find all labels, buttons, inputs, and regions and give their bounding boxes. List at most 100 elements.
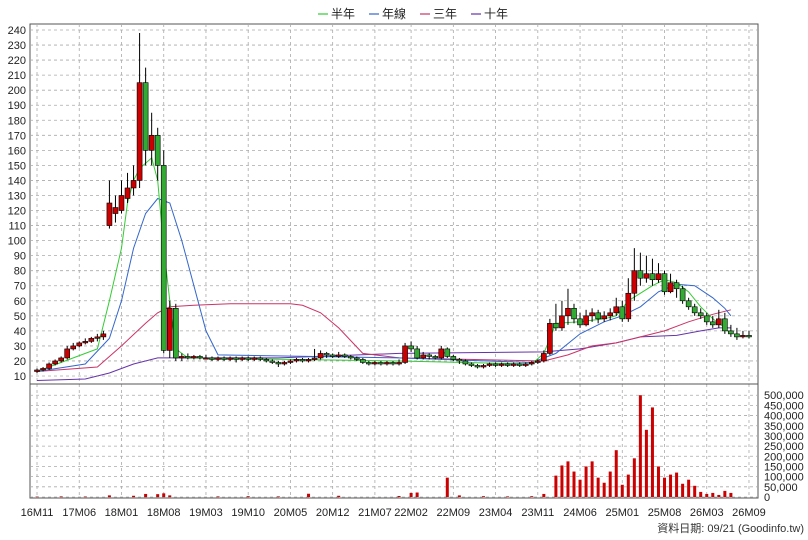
date-tick-label: 18M08 (147, 507, 181, 519)
candle-body (372, 362, 378, 365)
price-tick-label: 10 (14, 371, 26, 383)
price-tick-label: 80 (14, 266, 26, 278)
volume-bar (602, 482, 606, 497)
candle-body (378, 362, 384, 365)
volume-bar (457, 495, 461, 497)
price-tick-label: 130 (8, 190, 26, 202)
volume-bar (572, 471, 576, 497)
volume-tick-label: 500,000 (764, 390, 804, 402)
candle-body (396, 362, 402, 365)
date-tick-label: 16M11 (21, 507, 54, 519)
candle-body (703, 315, 710, 323)
volume-bar (168, 495, 172, 497)
volume-bar (542, 493, 546, 497)
candle-body (577, 318, 583, 326)
candle-body (462, 360, 469, 365)
volume-bar (506, 496, 510, 497)
candle-body (625, 292, 632, 320)
candle-body (329, 354, 336, 357)
candle-body (317, 353, 324, 359)
volume-bar (699, 491, 703, 497)
legend-label-3: 十年 (484, 7, 508, 21)
candle-body (655, 273, 662, 281)
price-tick-label: 70 (14, 281, 26, 293)
candle-body (426, 354, 433, 357)
candle-body (64, 348, 70, 359)
candle-body (474, 365, 481, 368)
candle-body (480, 365, 487, 368)
candle-body (40, 368, 46, 371)
price-tick-label: 120 (8, 206, 26, 218)
candle-body (148, 135, 155, 151)
volume-bar (59, 496, 63, 497)
date-tick-label: 22M02 (394, 507, 428, 519)
candle-body (438, 348, 445, 359)
candle-body (70, 345, 77, 350)
candle-body (88, 338, 95, 342)
price-tick-label: 200 (8, 85, 26, 97)
volume-bar (554, 475, 558, 497)
candle-body (583, 315, 589, 326)
volume-bar (445, 477, 449, 497)
candle-body (100, 333, 107, 338)
candle-body (728, 330, 734, 335)
volume-bar (276, 496, 280, 497)
date-tick-label: 26M09 (732, 507, 766, 519)
volume-tick-label: 250,000 (764, 441, 804, 453)
volume-bar (397, 495, 401, 497)
volume-bar (644, 429, 648, 497)
candle-body (685, 300, 692, 308)
candle-body (498, 363, 505, 366)
candle-body (46, 363, 52, 369)
volume-tick-label: 50,000 (764, 482, 798, 494)
candle-body (263, 359, 270, 362)
candle-body (106, 202, 113, 226)
candle-body (197, 356, 203, 359)
candle-body (360, 359, 366, 363)
candle-body (456, 359, 463, 362)
candle-body (722, 318, 728, 332)
volume-bar (156, 494, 160, 497)
price-tick-label: 30 (14, 341, 26, 353)
candle-body (221, 357, 227, 360)
candle-body (118, 195, 125, 211)
candle-body (209, 357, 215, 360)
candle-body (516, 363, 523, 366)
volume-bar (663, 477, 667, 497)
candle-body (245, 357, 251, 360)
candle-body (353, 357, 360, 360)
candle-body (233, 357, 239, 360)
candle-body (335, 354, 342, 357)
price-tick-label: 180 (8, 115, 26, 127)
candle-body (661, 273, 668, 293)
price-tick-label: 170 (8, 130, 26, 142)
chart-legend: 半年 年線 三年 十年 (318, 6, 508, 21)
candle-body (547, 323, 553, 354)
volume-bar (307, 493, 311, 497)
candle-body (76, 342, 83, 347)
candle-body (408, 345, 414, 350)
candle-body (522, 363, 529, 366)
volume-bar (132, 495, 136, 497)
candle-body (185, 356, 191, 359)
volume-bar (590, 461, 594, 497)
candle-body (390, 362, 396, 365)
volume-bar (596, 477, 600, 497)
candle-body (468, 363, 475, 366)
date-tick-label: 25M08 (648, 507, 682, 519)
volume-bar (675, 472, 679, 497)
volume-bar (584, 466, 588, 497)
price-tick-label: 100 (8, 236, 26, 248)
candle-body (709, 321, 716, 326)
candle-body (172, 308, 179, 359)
volume-tick-label: 300,000 (764, 431, 804, 443)
candle-body (691, 306, 698, 314)
volume-tick-label: 100,000 (764, 472, 804, 484)
price-tick-label: 140 (8, 175, 26, 187)
date-tick-label: 23M11 (521, 507, 554, 519)
candle-body (305, 359, 312, 362)
price-tick-label: 240 (8, 25, 26, 37)
volume-bar (578, 479, 582, 497)
data-date-footer: 資料日期: 09/21 (Goodinfo.tw) (657, 521, 804, 535)
candle-body (679, 288, 686, 302)
